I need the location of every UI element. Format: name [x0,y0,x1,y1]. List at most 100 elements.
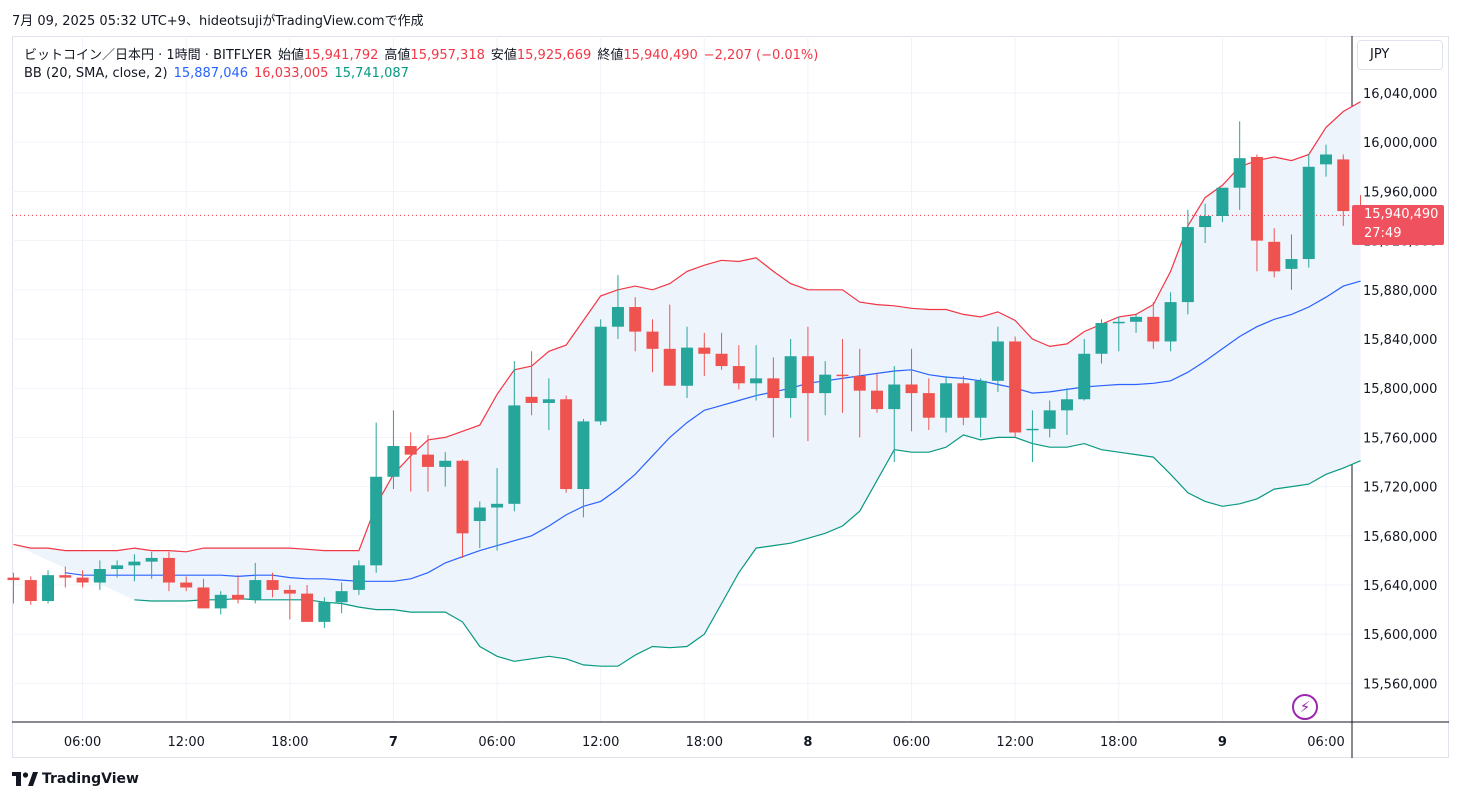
candle-body [76,577,89,583]
last-price-badge: 15,940,490 27:49 [1352,205,1444,245]
candle-body [784,356,797,399]
candle-body [283,589,296,594]
legend-symbol[interactable]: ビットコイン／日本円 · 1時間 · BITFLYER [24,48,272,63]
candle-body [1181,227,1194,303]
candle-body [853,375,866,391]
candle-body [232,594,245,600]
candle-body [974,380,987,418]
candle-body [214,594,227,609]
candle-body [663,348,676,386]
candle-body [836,374,849,377]
candle-body [940,383,953,418]
legend-high-label: 高値 [384,48,411,63]
lightning-icon[interactable]: ⚡ [1292,694,1318,720]
legend-bb-label[interactable]: BB (20, SMA, close, 2) [24,66,168,81]
price-axis-label: 15,800,000 [1363,382,1437,397]
time-axis-label: 18:00 [686,735,723,750]
candle-body [404,446,417,455]
legend-change: −2,207 (−0.01%) [703,48,819,63]
price-axis-label: 15,840,000 [1363,333,1437,348]
candle-body [162,557,175,583]
candle-body [7,577,20,581]
candle-body [249,580,262,600]
price-axis-label: 15,560,000 [1363,677,1437,692]
currency-button[interactable]: JPY [1357,40,1443,70]
time-axis-label: 06:00 [1307,735,1344,750]
price-axis-label: 15,680,000 [1363,530,1437,545]
candle-body [1026,428,1039,431]
candle-body [646,331,659,349]
candle-body [335,591,348,603]
time-axis-label: 7 [389,735,398,750]
legend-ohlc: ビットコイン／日本円 · 1時間 · BITFLYER 始値15,941,792 高… [24,44,824,63]
price-axis-label: 15,880,000 [1363,284,1437,299]
bb-lower-line [134,434,1361,667]
candle-body [750,378,763,384]
price-axis-label: 15,760,000 [1363,431,1437,446]
price-axis-label: 16,040,000 [1363,87,1437,102]
candle-body [42,575,55,601]
tradingview-logo-icon [12,772,38,786]
candle-body [456,460,469,534]
legend-low-label: 安値 [490,48,517,63]
candle-body [732,366,745,384]
legend-open: 15,941,792 [303,48,379,63]
chart-frame [12,36,1449,758]
time-axis-label: 8 [803,735,812,750]
candle-body [1302,166,1315,260]
candle-body [905,384,918,394]
time-axis-label: 18:00 [1100,735,1137,750]
legend-bb-lower: 15,741,087 [334,66,409,81]
candle-body [473,507,486,522]
candle-body [957,383,970,418]
bb-mid-line [65,280,1361,582]
tradingview-brand: TradingView [42,771,139,787]
candle-body [542,399,555,403]
candle-body [577,421,590,490]
candle-body [629,307,642,332]
candle-body [370,476,383,566]
candle-body [1199,216,1212,228]
candle-body [1078,353,1091,400]
time-axis-label: 06:00 [893,735,930,750]
candle-body [439,460,452,467]
candle-body [128,561,141,566]
candle-body [352,565,365,590]
tradingview-logo[interactable]: TradingView [12,771,139,787]
candle-body [681,347,694,386]
candle-body [698,347,711,354]
candle-body [93,569,106,583]
price-axis-label: 15,960,000 [1363,185,1437,200]
candle-body [318,602,331,622]
legend-bb: BB (20, SMA, close, 2) 15,887,046 16,033,0… [24,66,415,81]
candle-body [508,405,521,504]
candle-body [266,580,279,590]
legend-high: 15,957,318 [410,48,485,63]
candle-body [991,341,1004,381]
time-axis-label: 18:00 [271,735,308,750]
candle-body [594,326,607,422]
candle-body [421,454,434,467]
time-axis-label: 9 [1218,735,1227,750]
time-axis-label: 12:00 [167,735,204,750]
candle-body [819,374,832,394]
candle-body [611,307,624,327]
price-axis-label: 16,000,000 [1363,136,1437,151]
candle-body [1164,302,1177,342]
price-axis-label: 15,720,000 [1363,481,1437,496]
candle-body [888,384,901,410]
candle-body [1250,156,1263,241]
candle-body [922,393,935,418]
candle-body [180,582,193,588]
candle-body [59,575,72,578]
candle-body [767,378,780,399]
candle-body [525,396,538,403]
legend-close: 15,940,490 [623,48,698,63]
chart-caption: 7月 09, 2025 05:32 UTC+9、hideotsujiがTradi… [12,14,424,29]
candle-body [1216,187,1229,216]
candle-body [1060,399,1073,411]
candle-body [560,399,573,490]
candle-body [801,356,814,394]
candle-body [1285,259,1298,269]
